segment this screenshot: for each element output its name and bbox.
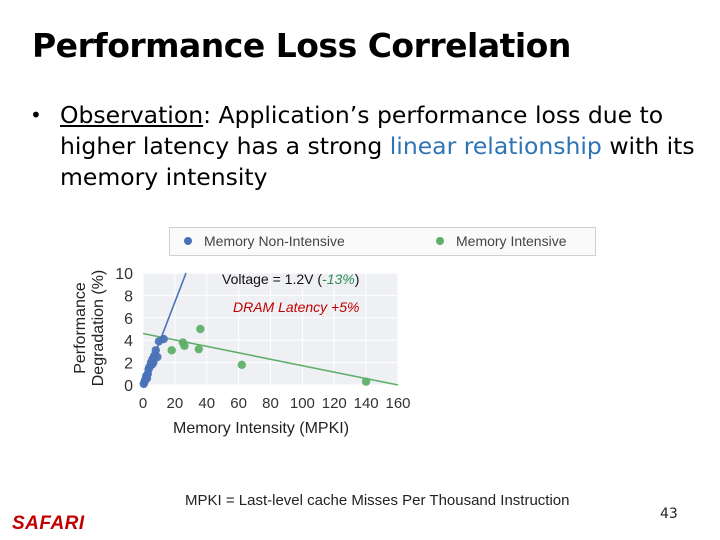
slide-title: Performance Loss Correlation <box>32 26 571 65</box>
y-tick-label: 4 <box>124 333 133 350</box>
data-point-intensive <box>180 341 189 350</box>
observation-label: Observation <box>60 101 204 129</box>
y-tick-label: 10 <box>115 266 133 283</box>
tick-labels: 0 20 40 60 80 100 120 140 160 0 2 4 6 8 10 <box>115 266 410 412</box>
x-tick-label: 40 <box>198 395 215 412</box>
legend-label-non-intensive: Memory Non-Intensive <box>204 233 345 249</box>
x-tick-label: 80 <box>262 395 279 412</box>
legend-item-non-intensive: Memory Non-Intensive <box>184 233 345 249</box>
x-tick-label: 160 <box>385 395 410 412</box>
legend-label-intensive: Memory Intensive <box>456 233 567 249</box>
data-point-intensive <box>361 377 371 386</box>
x-axis-label: Memory Intensity (MPKI) <box>173 420 350 437</box>
bullet-text-part1: : Application’s performance loss due to … <box>60 101 664 160</box>
x-tick-label: 100 <box>290 395 315 412</box>
voltage-prefix: Voltage = 1.2V ( <box>222 271 323 287</box>
latency-annotation: DRAM Latency +5% <box>233 299 360 315</box>
legend-dot-non-intensive <box>184 237 192 246</box>
y-tick-label: 2 <box>124 356 133 373</box>
voltage-annotation: Voltage = 1.2V (-13%) <box>222 271 359 287</box>
data-point-intensive <box>167 346 176 355</box>
legend-item-intensive: Memory Intensive <box>436 233 566 249</box>
y-tick-label: 6 <box>124 311 133 328</box>
safari-logo: SAFARI <box>12 513 85 534</box>
bullet-text-part2: with its memory intensity <box>60 132 695 191</box>
y-tick-label: 0 <box>124 378 133 395</box>
data-point-intensive <box>237 360 247 370</box>
x-tick-label: 0 <box>139 395 147 412</box>
voltage-value: -13% <box>322 271 355 287</box>
x-tick-label: 140 <box>354 395 379 412</box>
data-point-intensive <box>196 324 205 334</box>
plot-grid <box>142 272 399 386</box>
data-point-non-intensive <box>151 346 160 355</box>
data-point-intensive <box>194 344 203 354</box>
chart-legend: Memory Non-Intensive Memory Intensive <box>169 227 596 256</box>
data-point-non-intensive <box>142 374 152 383</box>
bullet-highlight: linear relationship <box>389 132 602 160</box>
y-tick-label: 8 <box>124 288 133 305</box>
x-tick-label: 120 <box>322 395 347 412</box>
data-points <box>139 324 371 389</box>
bullet-dot: • <box>30 103 42 127</box>
data-point-non-intensive <box>159 334 168 344</box>
x-tick-label: 20 <box>167 395 184 412</box>
footnote: MPKI = Last-level cache Misses Per Thous… <box>185 492 570 509</box>
legend-dot-intensive <box>436 237 444 246</box>
page-number: 43 <box>660 506 678 522</box>
x-tick-label: 60 <box>230 395 247 412</box>
voltage-suffix: ) <box>354 271 360 287</box>
bullet-text: Observation: Application’s performance l… <box>60 100 700 193</box>
data-point-non-intensive <box>153 352 162 362</box>
